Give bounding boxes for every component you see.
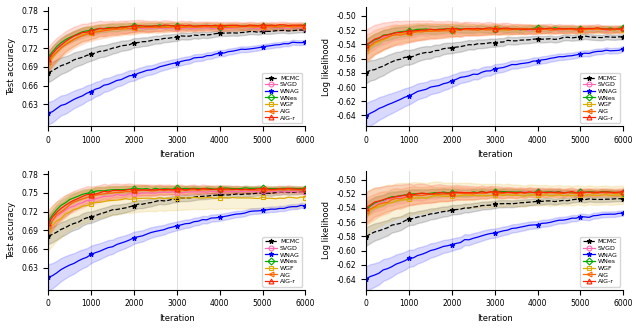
Legend: MCMC, SVGD, WNAG, WNes, WGF, AIG, AIG-r: MCMC, SVGD, WNAG, WNes, WGF, AIG, AIG-r — [580, 73, 620, 123]
Y-axis label: Test accuracy: Test accuracy — [7, 202, 16, 259]
X-axis label: Iteration: Iteration — [477, 150, 513, 159]
Y-axis label: Log likelihood: Log likelihood — [322, 38, 331, 96]
Legend: MCMC, SVGD, WNAG, WNes, WGF, AIG, AIG-r: MCMC, SVGD, WNAG, WNes, WGF, AIG, AIG-r — [262, 237, 302, 287]
X-axis label: Iteration: Iteration — [159, 150, 195, 159]
X-axis label: Iteration: Iteration — [477, 314, 513, 323]
Legend: MCMC, SVGD, WNAG, WNes, WGF, AIG, AIG-r: MCMC, SVGD, WNAG, WNes, WGF, AIG, AIG-r — [580, 237, 620, 287]
Y-axis label: Log likelihood: Log likelihood — [322, 201, 331, 259]
Legend: MCMC, SVGD, WNAG, WNes, WGF, AIG, AIG-r: MCMC, SVGD, WNAG, WNes, WGF, AIG, AIG-r — [262, 73, 302, 123]
Y-axis label: Test accuracy: Test accuracy — [7, 38, 16, 95]
X-axis label: Iteration: Iteration — [159, 314, 195, 323]
